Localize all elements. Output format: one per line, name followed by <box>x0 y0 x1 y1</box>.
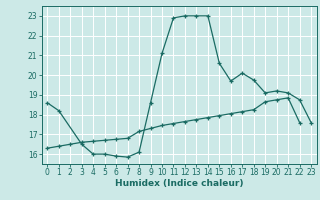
X-axis label: Humidex (Indice chaleur): Humidex (Indice chaleur) <box>115 179 244 188</box>
